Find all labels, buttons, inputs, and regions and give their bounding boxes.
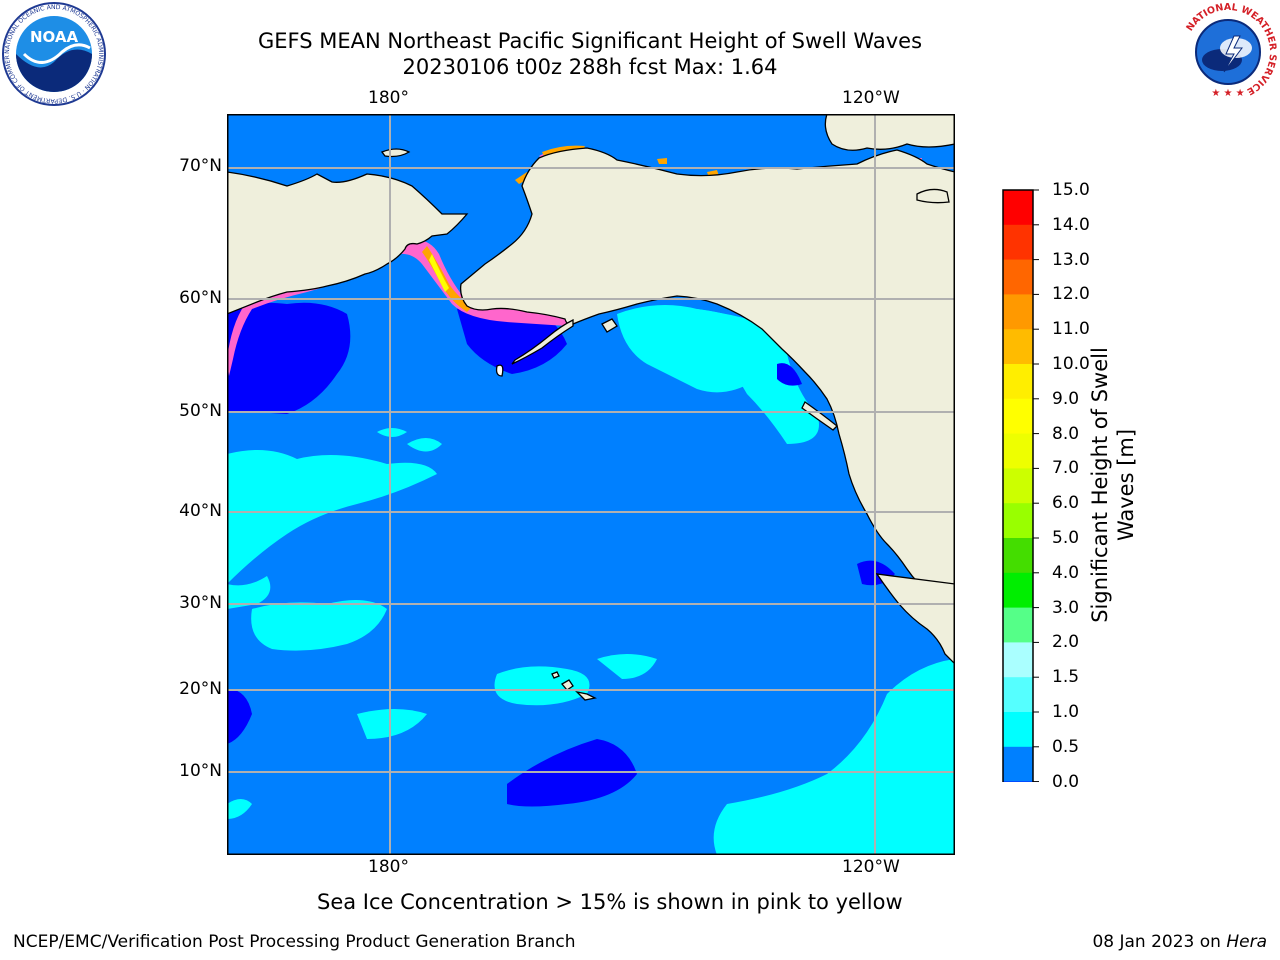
colorbar-segment bbox=[1003, 503, 1033, 539]
colorbar-tick-label: 5.0 bbox=[1052, 528, 1080, 548]
colorbar-tick-label: 12.0 bbox=[1052, 284, 1090, 305]
colorbar-segment bbox=[1003, 259, 1033, 295]
colorbar-tick-label: 2.0 bbox=[1052, 632, 1080, 653]
swell-height-map bbox=[227, 114, 955, 855]
colorbar-tick-label: 14.0 bbox=[1052, 214, 1090, 235]
colorbar-tick-label: 0.5 bbox=[1052, 736, 1080, 757]
land bbox=[228, 115, 954, 701]
chart-subtitle: 20230106 t00z 288h fcst Max: 1.64 bbox=[402, 55, 778, 79]
lat-label-30n: 30°N bbox=[179, 593, 222, 613]
colorbar-segment bbox=[1003, 364, 1033, 400]
colorbar-segment bbox=[1003, 677, 1033, 713]
chart-title: GEFS MEAN Northeast Pacific Significant … bbox=[257, 29, 923, 53]
colorbar-segment bbox=[1003, 398, 1033, 435]
noaa-logo: NATIONAL OCEANIC AND ATMOSPHERIC ADMINIS… bbox=[2, 2, 106, 106]
colorbar-tick-label: 9.0 bbox=[1052, 388, 1080, 409]
nws-logo: NATIONAL WEATHER SERVICE ★ ★ ★ bbox=[1179, 2, 1278, 101]
footer-date: 08 Jan 2023 on Hera bbox=[1092, 932, 1267, 952]
lat-label-40n: 40°N bbox=[179, 501, 222, 521]
lon-label-120w-bottom: 120°W bbox=[842, 857, 900, 877]
colorbar-segment bbox=[1003, 746, 1033, 782]
lat-label-70n: 70°N bbox=[179, 156, 222, 176]
footer-machine: Hera bbox=[1226, 932, 1267, 952]
colorbar-tick-label: 10.0 bbox=[1052, 354, 1090, 374]
colorbar-label: Significant Height of Swell Waves [m] bbox=[1087, 347, 1139, 623]
colorbar-segment bbox=[1003, 433, 1033, 469]
colorbar-tick-label: 7.0 bbox=[1052, 458, 1080, 479]
colorbar-tick-label: 8.0 bbox=[1052, 423, 1080, 444]
lon-label-180-bottom: 180° bbox=[368, 857, 409, 877]
map-frame bbox=[227, 114, 955, 855]
colorbar-segment bbox=[1003, 190, 1033, 226]
svg-text:★ ★ ★: ★ ★ ★ bbox=[1211, 88, 1244, 99]
colorbar-label-line1: Significant Height of Swell bbox=[1088, 347, 1112, 623]
colorbar-segment bbox=[1003, 712, 1033, 748]
colorbar bbox=[1002, 189, 1039, 782]
lat-label-50n: 50°N bbox=[179, 401, 222, 421]
colorbar-tick-label: 1.5 bbox=[1052, 667, 1080, 688]
colorbar-label-line2: Waves [m] bbox=[1114, 428, 1138, 542]
lat-label-10n: 10°N bbox=[179, 761, 222, 781]
swell-cyan-zones bbox=[228, 305, 954, 854]
colorbar-tick-label: 15.0 bbox=[1052, 180, 1090, 200]
lon-label-120w-top: 120°W bbox=[842, 88, 900, 108]
colorbar-tick-label: 3.0 bbox=[1052, 597, 1080, 618]
colorbar-segment bbox=[1003, 538, 1033, 574]
colorbar-tick-label: 6.0 bbox=[1052, 493, 1080, 514]
graticule bbox=[228, 115, 954, 854]
lon-label-180-top: 180° bbox=[368, 88, 409, 108]
colorbar-tick-label: 1.0 bbox=[1052, 702, 1080, 722]
lat-label-20n: 20°N bbox=[179, 679, 222, 699]
colorbar-segment bbox=[1003, 294, 1033, 330]
colorbar-tick-label: 4.0 bbox=[1052, 562, 1080, 583]
colorbar-segment bbox=[1003, 329, 1033, 365]
colorbar-tick-label: 11.0 bbox=[1052, 319, 1090, 340]
colorbar-segment bbox=[1003, 607, 1033, 643]
colorbar-tick-label: 0.0 bbox=[1052, 771, 1080, 792]
footer-credit: NCEP/EMC/Verification Post Processing Pr… bbox=[13, 932, 576, 952]
colorbar-segment bbox=[1003, 642, 1033, 678]
lat-label-60n: 60°N bbox=[179, 288, 222, 308]
colorbar-segment bbox=[1003, 224, 1033, 261]
sea-ice-note: Sea Ice Concentration > 15% is shown in … bbox=[317, 890, 903, 914]
footer-date-text: 08 Jan 2023 on bbox=[1092, 932, 1221, 952]
colorbar-segment bbox=[1003, 468, 1033, 504]
colorbar-tick-label: 13.0 bbox=[1052, 249, 1090, 270]
svg-text:NOAA: NOAA bbox=[30, 28, 79, 46]
colorbar-segment bbox=[1003, 572, 1033, 609]
